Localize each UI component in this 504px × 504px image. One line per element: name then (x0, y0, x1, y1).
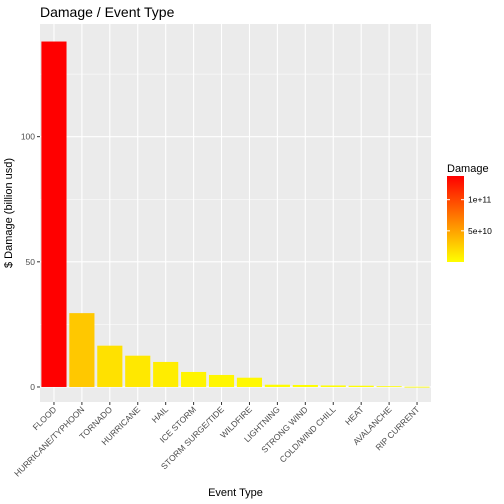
bar (97, 345, 123, 387)
legend-title: Damage (447, 163, 489, 175)
bar (264, 384, 290, 387)
x-tick-label: HAIL (150, 404, 171, 425)
y-tick-label: 0 (30, 382, 35, 392)
bar (348, 385, 374, 387)
y-tick-label: 50 (26, 257, 36, 267)
legend: Damage 1e+11 5e+10 (447, 163, 492, 262)
bar (125, 355, 151, 387)
bar (208, 374, 235, 387)
legend-colorbar (447, 176, 464, 262)
bar (41, 41, 67, 387)
y-axis-title: $ Damage (billion usd) (3, 158, 15, 268)
legend-ticks: 1e+11 5e+10 (447, 195, 492, 236)
bar (292, 384, 318, 387)
legend-tick-label: 5e+10 (468, 226, 492, 236)
bar (153, 361, 179, 387)
major-gridlines (40, 24, 431, 402)
minor-gridlines (40, 73, 431, 325)
bars (41, 41, 430, 388)
bar (376, 386, 402, 388)
plot-panel (40, 24, 431, 402)
y-tick-label: 100 (21, 132, 35, 142)
x-tick-label: HEAT (343, 404, 366, 427)
x-tick-label: FLOOD (31, 404, 59, 432)
bar (320, 385, 346, 387)
x-axis-title: Event Type (208, 487, 263, 499)
bar (236, 377, 263, 387)
bar (69, 313, 95, 387)
bar (181, 371, 207, 387)
bar (404, 386, 430, 388)
legend-tick-label: 1e+11 (468, 195, 492, 205)
y-axis: 0 50 100 (21, 132, 40, 392)
chart-title: Damage / Event Type (40, 4, 175, 20)
